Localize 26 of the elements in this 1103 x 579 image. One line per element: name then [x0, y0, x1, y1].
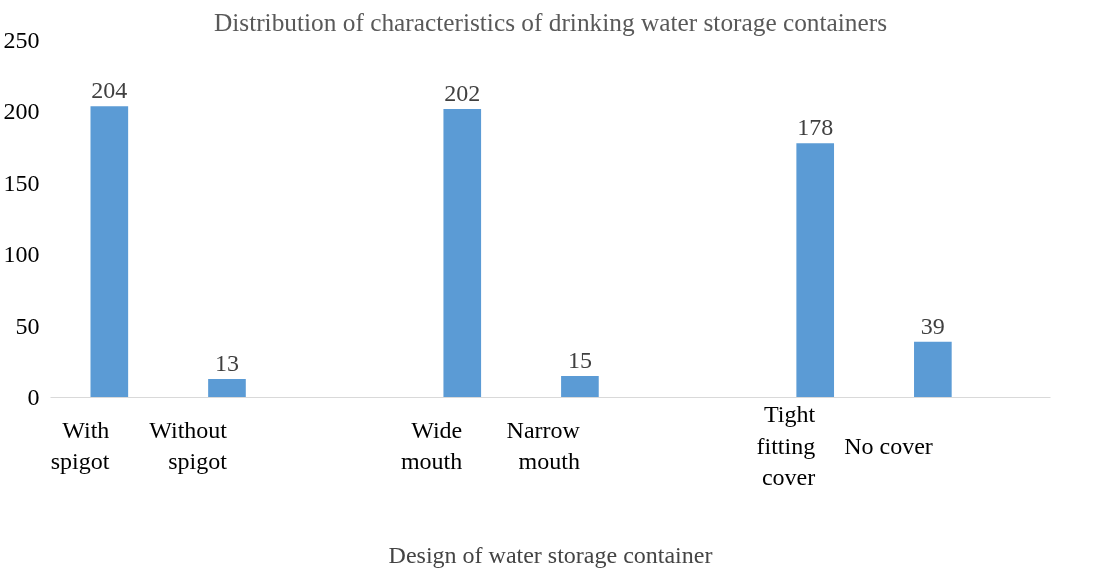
- y-tick-label: 250: [3, 27, 40, 53]
- data-label: 15: [567, 347, 592, 374]
- y-tick-label: 100: [3, 241, 40, 268]
- x-tick-label: Wide mouth: [400, 416, 463, 475]
- bar: [561, 376, 599, 398]
- x-tick-label: Narrow mouth: [506, 416, 581, 475]
- x-tick-label: Tight fitting cover: [756, 401, 816, 490]
- data-label: 202: [444, 80, 481, 107]
- y-tick-label: 0: [27, 384, 40, 410]
- bar: [443, 109, 482, 398]
- data-label: 39: [920, 312, 945, 339]
- chart-title: Distribution of characteristics of drinking water storage containers: [213, 7, 888, 36]
- x-tick-label: Without spigot: [149, 416, 228, 475]
- data-label: 204: [91, 77, 128, 104]
- data-label: 178: [797, 114, 834, 141]
- bar: [796, 143, 835, 398]
- y-tick-label: 50: [15, 312, 40, 339]
- y-tick-label: 150: [3, 169, 40, 196]
- data-label: 13: [214, 349, 239, 376]
- bar: [914, 341, 952, 398]
- y-tick-label: 200: [3, 98, 40, 125]
- bar: [208, 378, 246, 398]
- x-tick-label: With spigot: [50, 416, 110, 475]
- x-axis-title: Design of water storage container: [388, 541, 713, 568]
- x-tick-label: No cover: [844, 432, 933, 459]
- bar: [90, 106, 129, 398]
